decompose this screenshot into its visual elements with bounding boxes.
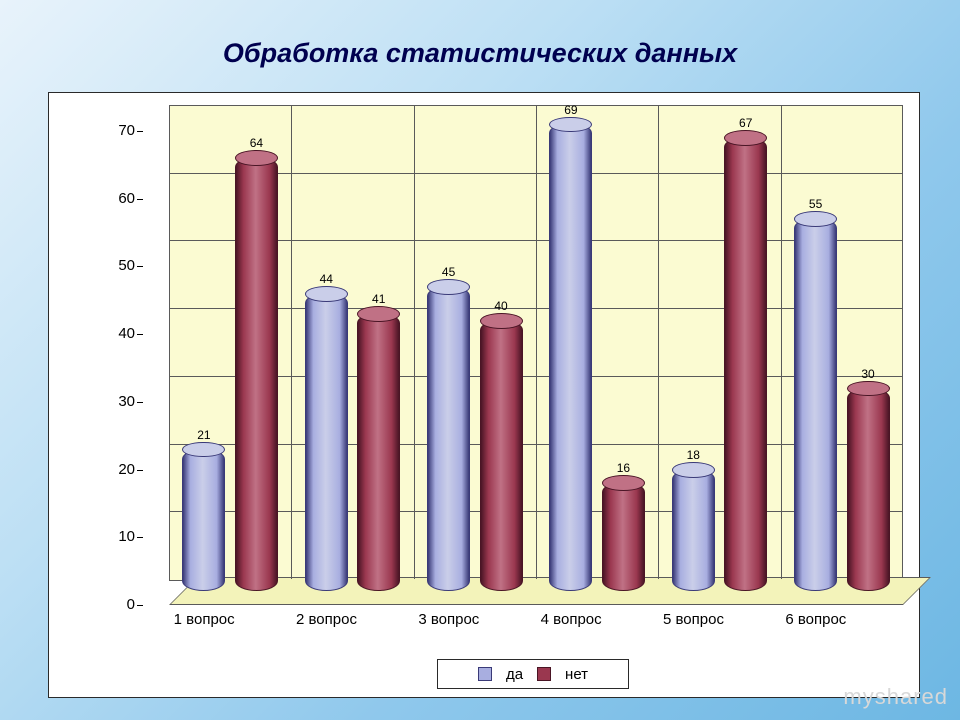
plot-area: 01020304050607021641 вопрос44412 вопрос4… — [143, 105, 903, 605]
bar-value-label: 30 — [841, 367, 896, 381]
y-axis-label: 20 — [101, 461, 135, 478]
legend-swatch — [537, 667, 551, 681]
bar-1-3 — [602, 482, 645, 590]
x-axis-label: 6 вопрос — [755, 611, 877, 628]
bar-value-label: 21 — [176, 428, 231, 442]
y-tick — [137, 605, 143, 606]
bar-value-label: 41 — [351, 292, 406, 306]
x-axis-label: 1 вопрос — [143, 611, 265, 628]
bar-value-label: 67 — [718, 116, 773, 130]
bar-1-2 — [480, 320, 523, 591]
bar-value-label: 64 — [229, 136, 284, 150]
x-axis-label: 2 вопрос — [265, 611, 387, 628]
category-separator — [291, 105, 292, 579]
legend-label: нет — [565, 666, 588, 683]
bar-0-5 — [794, 218, 837, 590]
y-axis-label: 50 — [101, 257, 135, 274]
y-axis-label: 70 — [101, 122, 135, 139]
category-separator — [414, 105, 415, 579]
y-tick — [137, 537, 143, 538]
category-separator — [781, 105, 782, 579]
watermark: myshared — [843, 684, 948, 710]
y-tick — [137, 266, 143, 267]
y-axis-label: 10 — [101, 528, 135, 545]
bar-value-label: 55 — [788, 197, 843, 211]
y-tick — [137, 470, 143, 471]
bar-value-label: 16 — [596, 461, 651, 475]
bar-0-2 — [427, 286, 470, 591]
bar-0-3 — [549, 123, 592, 590]
bar-1-4 — [724, 137, 767, 591]
legend: да нет — [437, 659, 629, 689]
category-separator — [536, 105, 537, 579]
bar-value-label: 69 — [543, 103, 598, 117]
bar-0-1 — [305, 293, 348, 591]
bar-value-label: 45 — [421, 265, 476, 279]
bar-value-label: 44 — [299, 272, 354, 286]
bar-value-label: 40 — [474, 299, 529, 313]
y-tick — [137, 402, 143, 403]
legend-label: да — [506, 666, 523, 683]
chart-container: 0 10 20 30 40 50 60 70 21 64 1 вопрос 44 41 2 вопрос 4… — [48, 92, 920, 698]
legend-swatch — [478, 667, 492, 681]
y-axis-label: 30 — [101, 393, 135, 410]
bar-1-1 — [357, 313, 400, 591]
y-tick — [137, 199, 143, 200]
y-tick — [137, 334, 143, 335]
x-axis-label: 3 вопрос — [388, 611, 510, 628]
bar-value-label: 18 — [666, 448, 721, 462]
page-title: Обработка статистических данных — [0, 38, 960, 69]
bar-0-4 — [672, 469, 715, 591]
y-axis-label: 0 — [101, 596, 135, 613]
y-axis-label: 60 — [101, 190, 135, 207]
x-axis-label: 5 вопрос — [632, 611, 754, 628]
x-axis-label: 4 вопрос — [510, 611, 632, 628]
bar-0-0 — [182, 449, 225, 591]
y-axis-label: 40 — [101, 325, 135, 342]
bar-1-5 — [847, 388, 890, 591]
category-separator — [658, 105, 659, 579]
bar-1-0 — [235, 157, 278, 590]
y-tick — [137, 131, 143, 132]
